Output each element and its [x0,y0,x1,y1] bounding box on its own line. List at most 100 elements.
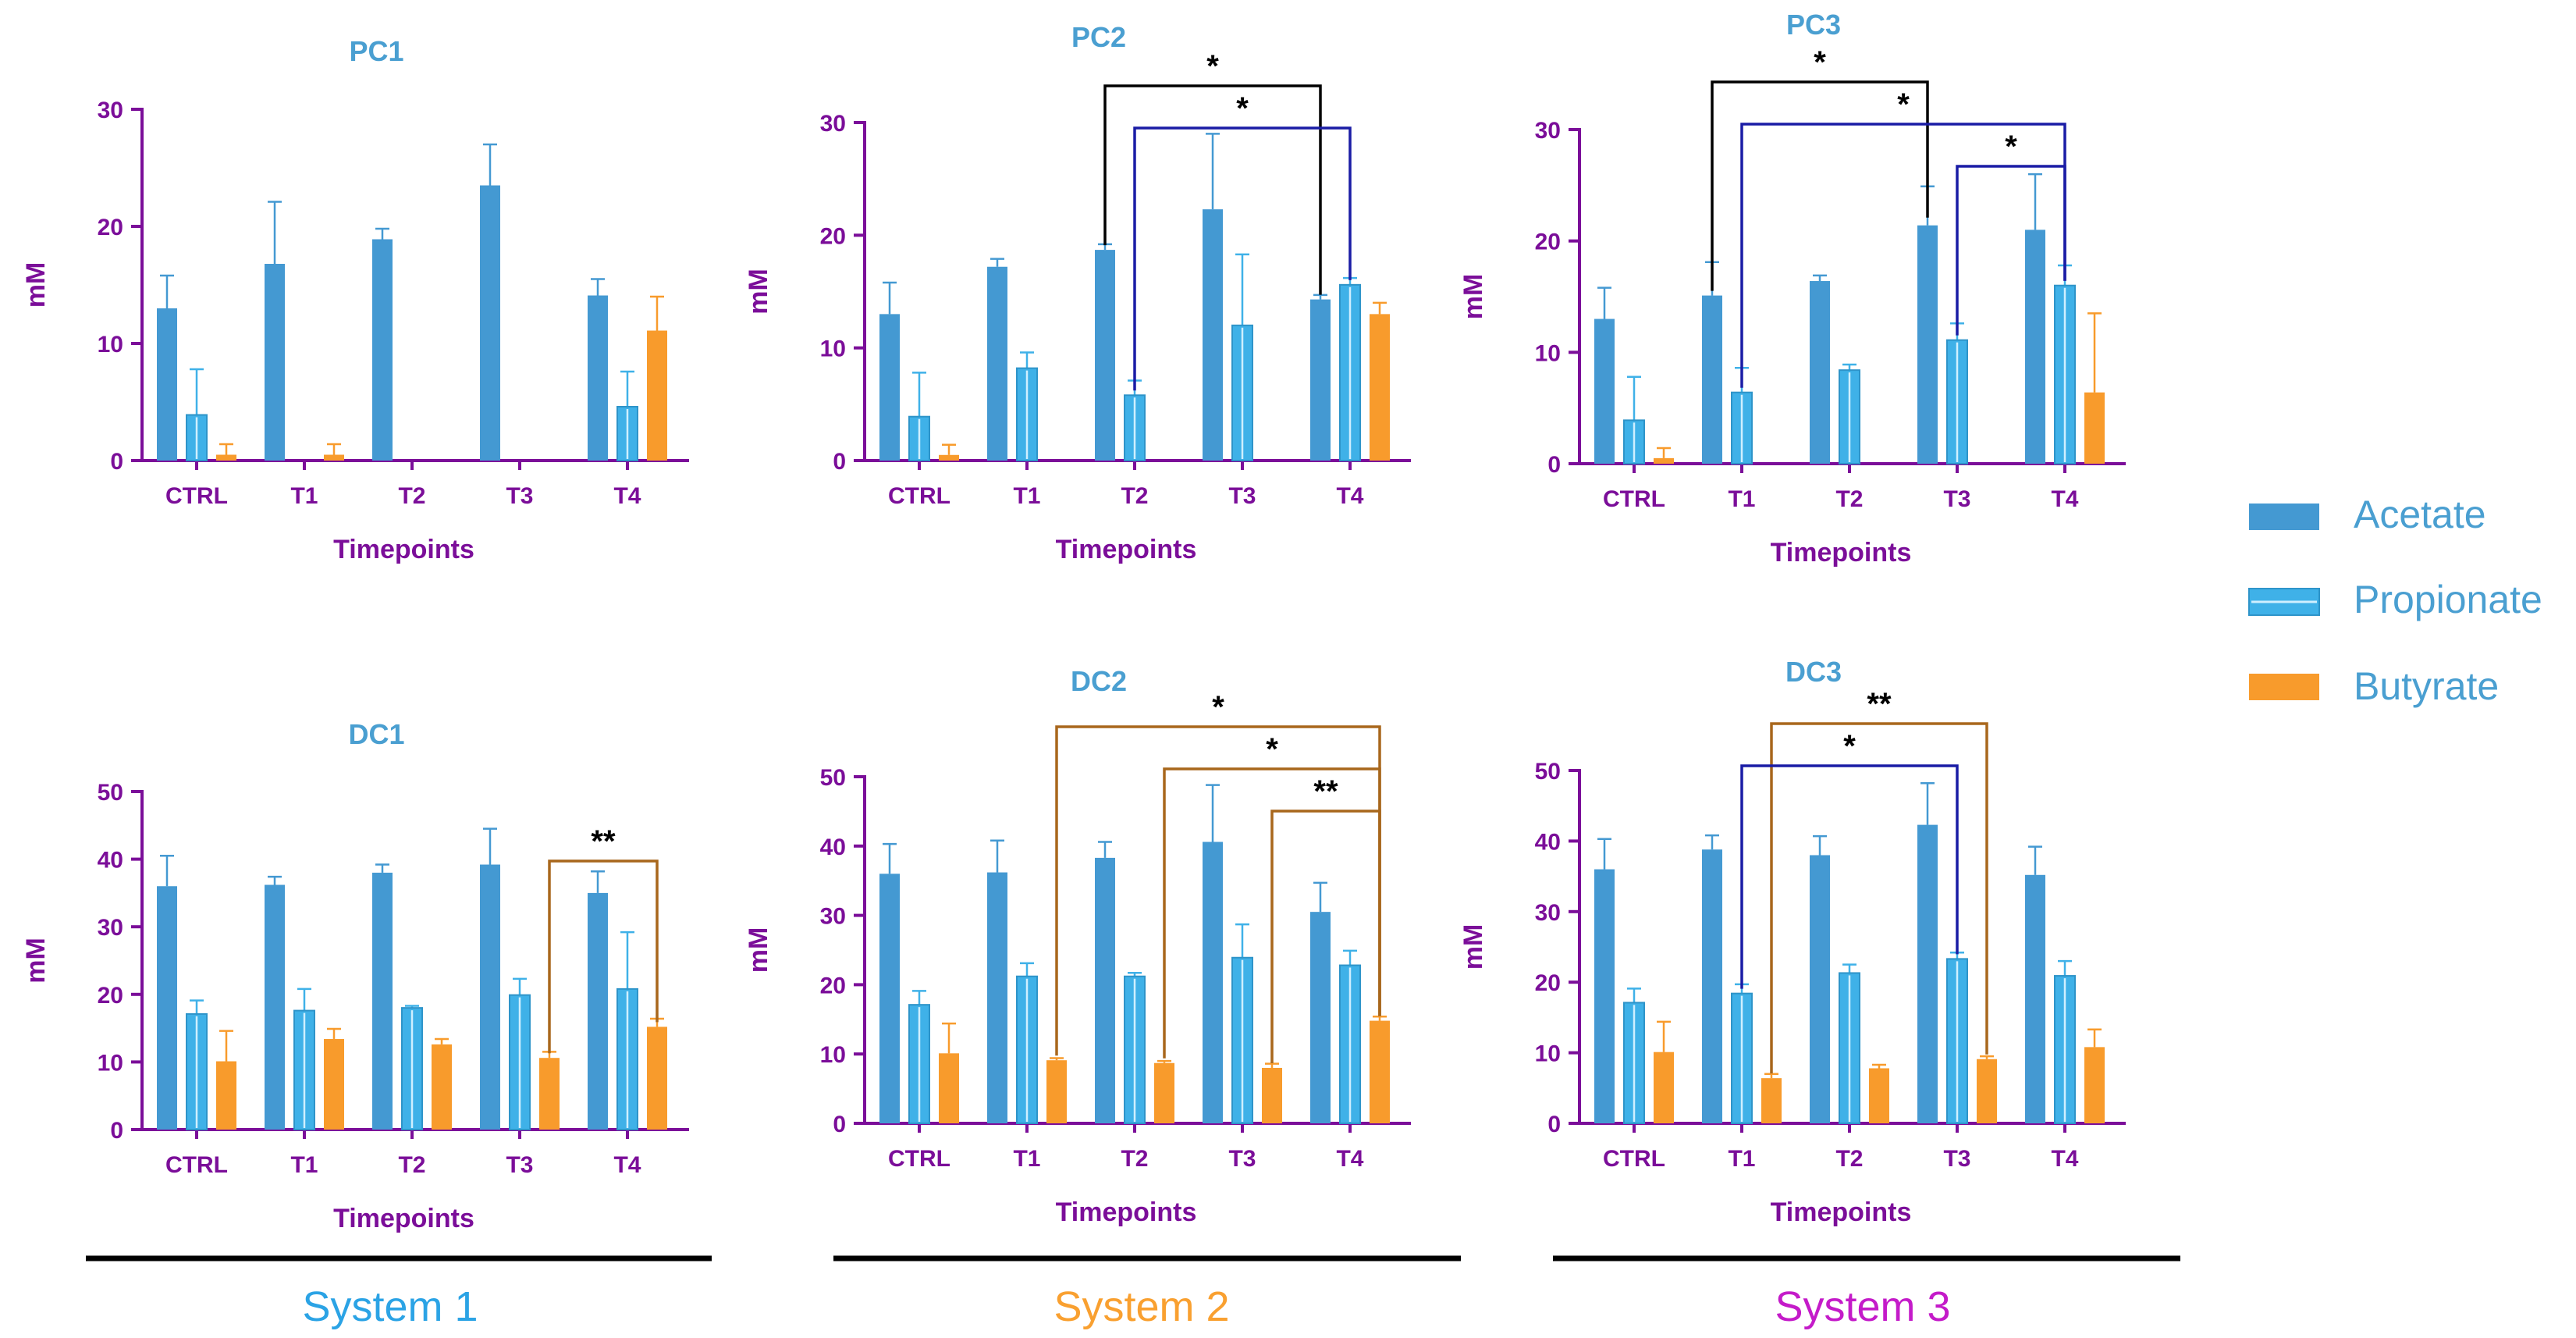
y-tick-label: 50 [98,780,123,806]
system-groups: System 1 System 2 System 3 [86,1255,2180,1330]
bar-acetate [879,874,900,1123]
x-axis-label: Timepoints [333,535,474,564]
significance-label: * [1212,690,1224,724]
bar-acetate [1594,318,1615,464]
bar-acetate [480,864,500,1130]
y-tick-label: 30 [1535,900,1561,926]
x-tick-label: T4 [1336,483,1363,509]
y-tick-label: 10 [820,336,846,362]
y-tick-label: 0 [833,1112,846,1137]
significance-bracket [1770,722,1988,1074]
bar-acetate [2025,874,2045,1123]
bar-acetate [1203,209,1223,461]
bar-butyrate [939,1053,959,1123]
chart-title: DC3 [1785,656,1842,688]
x-tick-label: CTRL [1603,486,1665,512]
legend-label-propionate: Propionate [2354,578,2542,621]
system-3-label: System 3 [1775,1283,1950,1330]
x-tick-label: T3 [1943,1146,1970,1172]
y-tick-label: 10 [98,332,123,358]
x-tick-label: T1 [1728,1146,1755,1172]
x-tick-label: T4 [2051,1146,2078,1172]
x-tick-label: T3 [506,483,533,509]
x-tick-label: T4 [2051,486,2078,512]
y-tick-label: 10 [820,1042,846,1068]
y-axis-label: mM [21,262,51,308]
x-tick-label: T3 [1943,486,1970,512]
significance-label: * [1897,87,1910,122]
y-tick-label: 10 [1535,340,1561,366]
bar-butyrate [2084,1047,2105,1123]
x-tick-label: CTRL [888,483,950,509]
y-tick-label: 40 [1535,829,1561,855]
y-tick-label: 40 [98,848,123,874]
bar-acetate [1702,849,1722,1123]
y-tick-label: 40 [820,834,846,860]
bar-butyrate [324,1038,344,1130]
bar-butyrate [1761,1078,1782,1123]
significance-label: ** [1313,774,1338,809]
bar-acetate [588,892,608,1130]
bar-acetate [1594,869,1615,1123]
bar-butyrate [647,330,667,461]
bar-butyrate [1654,1052,1674,1123]
bar-acetate [879,314,900,461]
bar-acetate [588,295,608,461]
bar-butyrate [1654,457,1674,464]
x-tick-label: T1 [1013,1146,1040,1172]
bar-acetate [1095,250,1115,461]
y-axis-label: mM [744,269,773,315]
bar-acetate [372,872,393,1130]
significance-label: ** [1867,687,1892,721]
chart-title: DC2 [1071,665,1127,697]
x-tick-label: T2 [1835,486,1863,512]
bar-acetate [1310,299,1331,461]
x-tick-label: T2 [1835,1146,1863,1172]
y-axis-label: mM [21,938,51,984]
x-tick-label: CTRL [888,1146,950,1172]
chart-panel-pc2: PC2 mM 0 10 20 30 CTRL T1 T2 T3 T4 Timepoints * * [744,21,1411,564]
x-tick-label: T3 [1228,483,1256,509]
x-tick-label: T2 [1121,483,1148,509]
x-axis-label: Timepoints [1056,535,1197,564]
y-tick-label: 20 [98,215,123,240]
x-tick-label: T4 [613,1152,641,1178]
legend: Acetate Propionate Butyrate [2248,493,2542,708]
y-tick-label: 50 [1535,759,1561,785]
x-tick-label: T4 [613,483,641,509]
significance-label: * [1266,732,1278,767]
x-axis-label: Timepoints [1771,1197,1912,1227]
bar-butyrate [1869,1068,1889,1123]
significance-bracket [1133,126,1352,391]
x-tick-label: T2 [1121,1146,1148,1172]
x-tick-label: T1 [290,483,318,509]
y-tick-label: 30 [820,111,846,137]
chart-title: PC1 [349,35,403,67]
y-axis-label: mM [1459,924,1488,970]
x-tick-label: T1 [1728,486,1755,512]
y-tick-label: 10 [1535,1041,1561,1067]
y-tick-label: 0 [1547,452,1561,478]
legend-label-acetate: Acetate [2354,493,2486,536]
bar-acetate [157,886,177,1130]
chart-panel-pc1: PC1 mM 0 10 20 30 CTRL T1 T2 T3 T4 Timepoints [21,35,689,564]
bar-acetate [1702,295,1722,464]
x-tick-label: T1 [1013,483,1040,509]
x-tick-label: T3 [1228,1146,1256,1172]
bar-butyrate [216,454,236,461]
bar-acetate [1203,842,1223,1123]
significance-bracket [548,859,659,1054]
significance-bracket [1956,165,2066,336]
system-1-label: System 1 [302,1283,478,1330]
x-axis-label: Timepoints [333,1204,474,1233]
y-tick-label: 30 [820,904,846,930]
bar-butyrate [1977,1059,1997,1123]
bar-acetate [987,266,1007,461]
x-tick-label: CTRL [165,483,228,509]
x-tick-label: T3 [506,1152,533,1178]
y-tick-label: 20 [820,223,846,249]
y-axis-label: mM [744,927,773,973]
